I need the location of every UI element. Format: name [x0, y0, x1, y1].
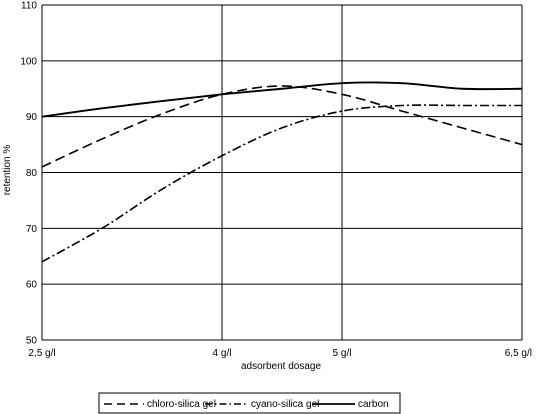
plot-lines: [41, 81, 523, 263]
grid: [41, 4, 523, 341]
y-tick-label: 50: [26, 336, 38, 347]
y-tick-label: 70: [26, 224, 38, 235]
y-tick-label: 80: [26, 168, 38, 179]
series-line-chloro-silica-gel: [41, 85, 523, 168]
x-tick-label: 4 g/l: [213, 348, 232, 359]
series-line-cyano-silica-gel: [41, 104, 522, 263]
legend-label-chloro-silica-gel: chloro-silica gel: [147, 399, 216, 410]
x-tick-label: 5 g/l: [333, 348, 352, 359]
y-tick-label: 110: [21, 1, 37, 12]
x-axis-title: adsorbent dosage: [241, 361, 322, 372]
y-axis-title: retention %: [2, 145, 13, 196]
y-tick-label: 90: [26, 112, 38, 123]
series-line-carbon: [41, 81, 523, 118]
y-tick-labels: 50 60 70 80 90 100 110: [20, 1, 37, 347]
legend-label-carbon: carbon: [358, 399, 389, 410]
x-tick-label: 2,5 g/l: [28, 348, 55, 359]
legend-box: [98, 392, 401, 414]
legend-label-cyano-silica-gel: cyano-silica gel: [251, 399, 319, 410]
y-tick-label: 60: [26, 280, 38, 291]
x-tick-labels: 2,5 g/l 4 g/l 5 g/l 6,5 g/l: [28, 348, 532, 359]
x-tick-label: 6,5 g/l: [505, 348, 532, 359]
legend: chloro-silica gel cyano-silica gel carbo…: [98, 392, 401, 414]
y-tick-label: 100: [20, 56, 37, 67]
